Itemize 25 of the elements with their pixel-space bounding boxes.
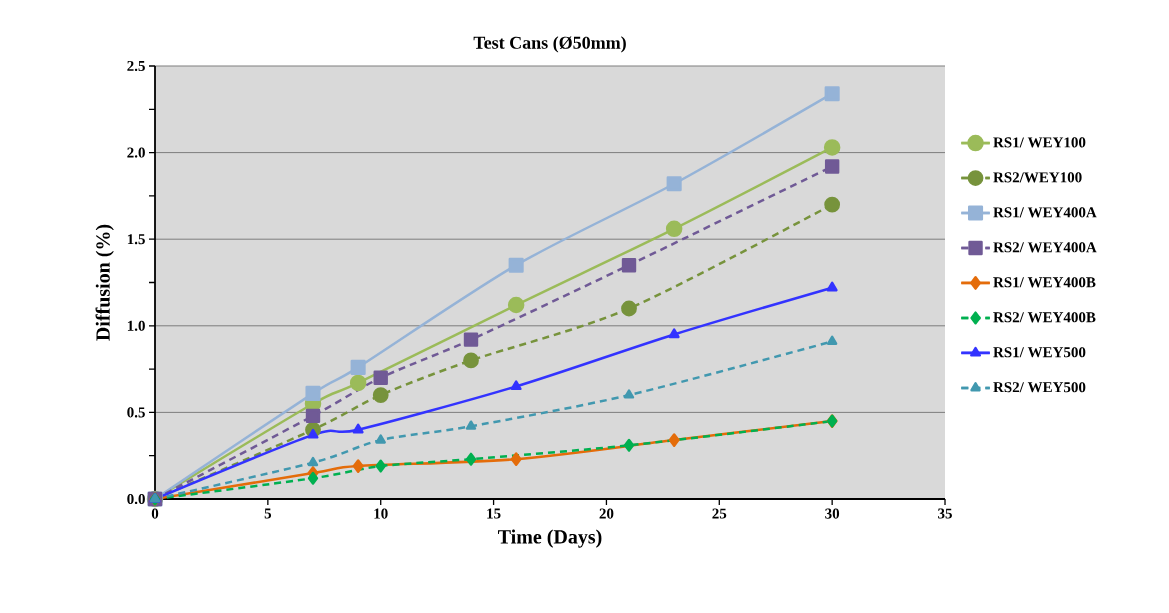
x-tick-label: 35 bbox=[938, 508, 952, 519]
legend-label: RS1/ WEY500 bbox=[993, 347, 1086, 358]
x-tick-label: 30 bbox=[825, 508, 840, 519]
y-tick-label: 2.0 bbox=[127, 147, 145, 158]
legend-label: RS1/ WEY400A bbox=[993, 207, 1097, 218]
x-tick-label: 10 bbox=[374, 508, 388, 519]
y-tick-label: 2.5 bbox=[127, 60, 145, 72]
x-tick-label: 5 bbox=[264, 508, 272, 519]
y-axis-title: Diffusion (%) bbox=[95, 224, 114, 341]
chart-title: Test Cans (Ø50mm) bbox=[473, 36, 626, 53]
y-tick-label: 0.0 bbox=[127, 493, 145, 505]
legend-label: RS2/ WEY500 bbox=[993, 382, 1086, 393]
y-tick-label: 0.5 bbox=[127, 407, 145, 418]
legend-label: RS2/ WEY400A bbox=[993, 242, 1097, 253]
legend-label: RS2/ WEY400B bbox=[993, 312, 1096, 323]
x-axis-title: Time (Days) bbox=[498, 529, 602, 548]
x-tick-label: 0 bbox=[151, 508, 159, 519]
y-tick-label: 1.0 bbox=[127, 320, 145, 331]
y-tick-label: 1.5 bbox=[127, 234, 145, 245]
x-tick-label: 25 bbox=[712, 508, 727, 519]
x-tick-label: 15 bbox=[487, 508, 501, 519]
legend-label: RS1/ WEY100 bbox=[993, 137, 1086, 148]
legend-label: RS1/ WEY400B bbox=[993, 277, 1096, 288]
legend-label: RS2/WEY100 bbox=[993, 172, 1082, 183]
x-tick-label: 20 bbox=[599, 508, 614, 519]
